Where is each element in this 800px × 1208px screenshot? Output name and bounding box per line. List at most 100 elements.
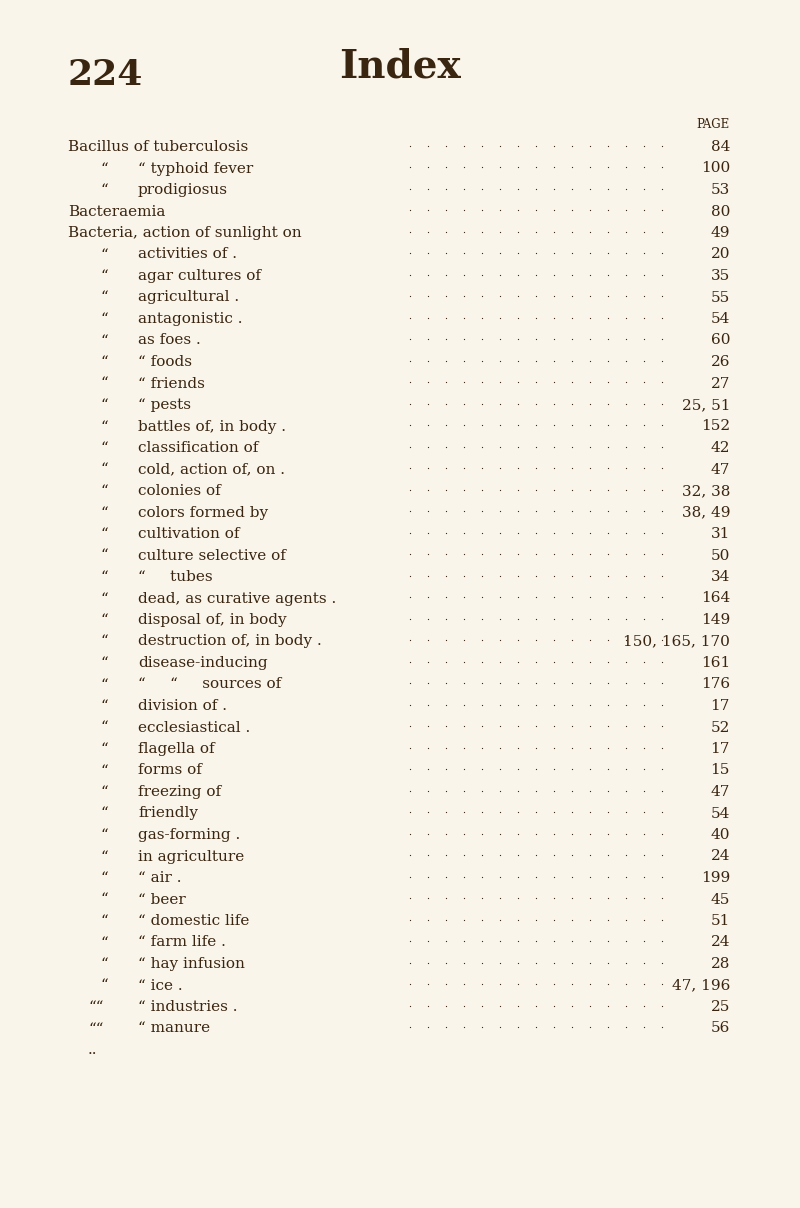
Text: activities of .: activities of . bbox=[138, 248, 237, 261]
Text: “: “ bbox=[100, 162, 108, 175]
Text: 34: 34 bbox=[710, 570, 730, 583]
Text: “: “ bbox=[100, 505, 108, 519]
Text: friendly: friendly bbox=[138, 807, 198, 820]
Text: 164: 164 bbox=[701, 592, 730, 605]
Text: 80: 80 bbox=[710, 204, 730, 219]
Text: 15: 15 bbox=[710, 763, 730, 778]
Text: “: “ bbox=[100, 441, 108, 455]
Text: “: “ bbox=[100, 463, 108, 476]
Text: disposal of, in body: disposal of, in body bbox=[138, 612, 286, 627]
Text: “: “ bbox=[100, 914, 108, 928]
Text: 40: 40 bbox=[710, 827, 730, 842]
Text: 54: 54 bbox=[710, 312, 730, 326]
Text: “: “ bbox=[100, 355, 108, 368]
Text: 45: 45 bbox=[710, 893, 730, 906]
Text: 176: 176 bbox=[701, 678, 730, 691]
Text: division of .: division of . bbox=[138, 699, 227, 713]
Text: “ ice .: “ ice . bbox=[138, 978, 182, 993]
Text: “: “ bbox=[100, 248, 108, 261]
Text: “: “ bbox=[100, 827, 108, 842]
Text: 25, 51: 25, 51 bbox=[682, 397, 730, 412]
Text: “ pests: “ pests bbox=[138, 397, 191, 412]
Text: forms of: forms of bbox=[138, 763, 202, 778]
Text: “ foods: “ foods bbox=[138, 355, 192, 368]
Text: “: “ bbox=[100, 893, 108, 906]
Text: “: “ bbox=[100, 592, 108, 605]
Text: as foes .: as foes . bbox=[138, 333, 201, 348]
Text: 52: 52 bbox=[710, 720, 730, 734]
Text: 149: 149 bbox=[701, 612, 730, 627]
Text: “: “ bbox=[100, 699, 108, 713]
Text: “ typhoid fever: “ typhoid fever bbox=[138, 162, 254, 175]
Text: “ industries .: “ industries . bbox=[138, 1000, 238, 1014]
Text: “ farm life .: “ farm life . bbox=[138, 935, 226, 949]
Text: 199: 199 bbox=[701, 871, 730, 885]
Text: 20: 20 bbox=[710, 248, 730, 261]
Text: “: “ bbox=[100, 634, 108, 649]
Text: 24: 24 bbox=[710, 935, 730, 949]
Text: ““: ““ bbox=[88, 1000, 103, 1014]
Text: “: “ bbox=[100, 182, 108, 197]
Text: 84: 84 bbox=[710, 140, 730, 153]
Text: “: “ bbox=[100, 333, 108, 348]
Text: 26: 26 bbox=[710, 355, 730, 368]
Text: 47, 196: 47, 196 bbox=[672, 978, 730, 993]
Text: “: “ bbox=[100, 377, 108, 390]
Text: 161: 161 bbox=[701, 656, 730, 670]
Text: disease-inducing: disease-inducing bbox=[138, 656, 268, 670]
Text: “ beer: “ beer bbox=[138, 893, 186, 906]
Text: 49: 49 bbox=[710, 226, 730, 240]
Text: prodigiosus: prodigiosus bbox=[138, 182, 228, 197]
Text: “: “ bbox=[100, 807, 108, 820]
Text: ..: .. bbox=[88, 1043, 98, 1057]
Text: “: “ bbox=[100, 935, 108, 949]
Text: colors formed by: colors formed by bbox=[138, 505, 268, 519]
Text: “: “ bbox=[100, 742, 108, 756]
Text: 60: 60 bbox=[710, 333, 730, 348]
Text: 32, 38: 32, 38 bbox=[682, 484, 730, 498]
Text: 35: 35 bbox=[710, 269, 730, 283]
Text: 47: 47 bbox=[710, 463, 730, 476]
Text: colonies of: colonies of bbox=[138, 484, 221, 498]
Text: gas-forming .: gas-forming . bbox=[138, 827, 240, 842]
Text: 47: 47 bbox=[710, 785, 730, 798]
Text: “     “     sources of: “ “ sources of bbox=[138, 678, 282, 691]
Text: 42: 42 bbox=[710, 441, 730, 455]
Text: 27: 27 bbox=[710, 377, 730, 390]
Text: ecclesiastical .: ecclesiastical . bbox=[138, 720, 250, 734]
Text: 24: 24 bbox=[710, 849, 730, 864]
Text: antagonistic .: antagonistic . bbox=[138, 312, 242, 326]
Text: “: “ bbox=[100, 419, 108, 434]
Text: “: “ bbox=[100, 978, 108, 993]
Text: 17: 17 bbox=[710, 699, 730, 713]
Text: Bacteria, action of sunlight on: Bacteria, action of sunlight on bbox=[68, 226, 302, 240]
Text: agricultural .: agricultural . bbox=[138, 290, 239, 304]
Text: PAGE: PAGE bbox=[697, 118, 730, 130]
Text: freezing of: freezing of bbox=[138, 785, 221, 798]
Text: “: “ bbox=[100, 548, 108, 563]
Text: “: “ bbox=[100, 720, 108, 734]
Text: “: “ bbox=[100, 484, 108, 498]
Text: “ domestic life: “ domestic life bbox=[138, 914, 250, 928]
Text: culture selective of: culture selective of bbox=[138, 548, 286, 563]
Text: Index: Index bbox=[339, 48, 461, 86]
Text: “ friends: “ friends bbox=[138, 377, 205, 390]
Text: Bacteraemia: Bacteraemia bbox=[68, 204, 166, 219]
Text: 54: 54 bbox=[710, 807, 730, 820]
Text: 150, 165, 170: 150, 165, 170 bbox=[623, 634, 730, 649]
Text: classification of: classification of bbox=[138, 441, 258, 455]
Text: “: “ bbox=[100, 678, 108, 691]
Text: in agriculture: in agriculture bbox=[138, 849, 244, 864]
Text: cultivation of: cultivation of bbox=[138, 527, 239, 541]
Text: cold, action of, on .: cold, action of, on . bbox=[138, 463, 285, 476]
Text: Bacillus of tuberculosis: Bacillus of tuberculosis bbox=[68, 140, 248, 153]
Text: dead, as curative agents .: dead, as curative agents . bbox=[138, 592, 336, 605]
Text: 17: 17 bbox=[710, 742, 730, 756]
Text: 38, 49: 38, 49 bbox=[682, 505, 730, 519]
Text: “: “ bbox=[100, 312, 108, 326]
Text: “: “ bbox=[100, 527, 108, 541]
Text: 53: 53 bbox=[710, 182, 730, 197]
Text: “: “ bbox=[100, 656, 108, 670]
Text: “     tubes: “ tubes bbox=[138, 570, 213, 583]
Text: 224: 224 bbox=[68, 58, 143, 92]
